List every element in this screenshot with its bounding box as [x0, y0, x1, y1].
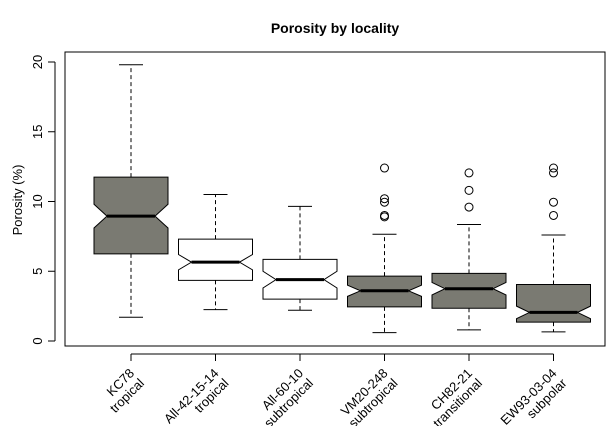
y-tick-label: 10: [30, 194, 45, 208]
box-body: [178, 238, 253, 281]
y-tick-label: 20: [30, 55, 45, 69]
box-vm20-248: [347, 163, 422, 334]
x-tick-label: VM20-248subtropical: [336, 365, 401, 426]
outlier-point: [380, 197, 389, 207]
boxes: [93, 64, 591, 334]
chart-title: Porosity by locality: [271, 20, 400, 36]
box-ch82-21: [431, 168, 507, 331]
outlier-point: [380, 210, 389, 220]
outlier-point: [549, 168, 558, 178]
box-kc78: [93, 64, 169, 318]
y-tick-label: 0: [30, 337, 45, 344]
y-axis: 0 5 10 15 20: [30, 55, 56, 345]
outlier-point: [464, 168, 474, 178]
box-ew93-03-04: [516, 163, 591, 333]
y-tick-label: 15: [30, 125, 45, 139]
box-body: [431, 272, 507, 309]
box-body: [516, 284, 591, 323]
outlier-point: [549, 210, 558, 220]
y-tick-label: 5: [30, 268, 45, 275]
box-all-42-15-14: [178, 194, 253, 311]
outlier-point: [380, 194, 389, 204]
x-tick-label: EW93-03-04subpolar: [497, 365, 570, 426]
outlier-point: [549, 163, 558, 173]
x-axis: KC78tropical All-42-15-14tropical All-60-1…: [97, 353, 570, 426]
outlier-point: [464, 202, 474, 212]
outlier-point: [549, 197, 558, 207]
outlier-point: [380, 163, 389, 173]
outlier-point: [464, 185, 474, 195]
x-tick-label: All-60-10subtropical: [251, 365, 316, 426]
box-all-60-10: [262, 205, 338, 311]
plot-frame: [64, 51, 606, 347]
x-tick-label: CH82-21transitional: [420, 365, 485, 426]
x-tick-label: KC78tropical: [97, 365, 147, 415]
x-tick-label: All-42-15-14tropical: [161, 365, 232, 426]
y-axis-label: Porosity (%): [10, 165, 25, 236]
